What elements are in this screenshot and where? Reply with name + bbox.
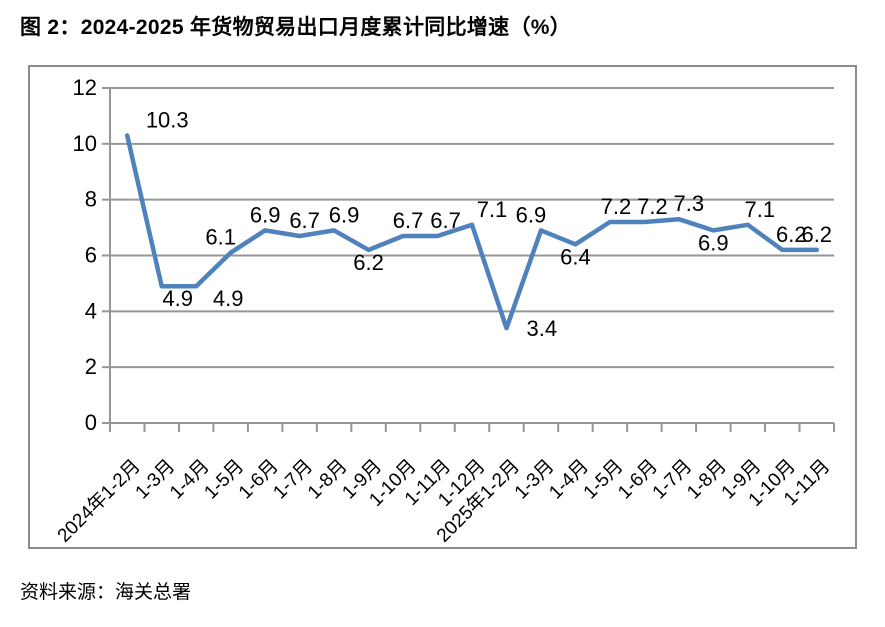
data-point-label: 6.7 [289, 208, 320, 233]
data-point-label: 6.7 [430, 208, 461, 233]
line-chart: 0246810122024年1-2月1-3月1-4月1-5月1-6月1-7月1-… [53, 75, 835, 547]
data-point-label: 4.9 [213, 286, 244, 311]
figure-title: 图 2：2024-2025 年货物贸易出口月度累计同比增速（%） [20, 16, 572, 39]
x-tick-label: 1-6月 [235, 456, 283, 504]
y-tick-label: 6 [85, 243, 97, 268]
data-point-label: 3.4 [526, 316, 557, 341]
x-tick-label: 2024年1-2月 [53, 455, 145, 547]
x-tick-label: 1-5月 [580, 456, 628, 504]
y-tick-label: 2 [85, 354, 97, 379]
data-point-label: 6.7 [393, 208, 424, 233]
data-point-label: 7.1 [745, 197, 776, 222]
chart-frame: 0 2 4 6 8 10 12 2024年1-2月 1-3月 1-4月 1-5月 1-6月 1-7月 1-… [28, 65, 857, 549]
data-point-label: 7.2 [637, 194, 668, 219]
x-tick-label: 1-4月 [166, 456, 214, 504]
x-tick-label: 1-8月 [683, 456, 731, 504]
data-point-label: 6.4 [560, 244, 591, 269]
data-point-label: 6.9 [516, 202, 547, 227]
data-point-label: 7.2 [601, 194, 632, 219]
data-point-label: 6.1 [205, 225, 236, 250]
y-tick-label: 4 [85, 298, 97, 323]
x-tick-label: 1-6月 [614, 456, 662, 504]
data-point-label: 7.1 [477, 197, 508, 222]
x-tick-label: 1-4月 [545, 456, 593, 504]
series-line [124, 133, 820, 331]
source-note: 资料来源：海关总署 [20, 582, 192, 603]
data-point-label: 6.9 [250, 202, 281, 227]
x-tick-label: 1-7月 [649, 456, 697, 504]
x-tick-label: 1-3月 [511, 456, 559, 504]
data-point-label: 7.3 [674, 191, 705, 216]
data-point-label: 6.9 [329, 202, 360, 227]
y-tick-label: 12 [73, 75, 97, 100]
x-tick-label: 1-7月 [269, 456, 317, 504]
data-point-label: 10.3 [146, 107, 189, 132]
data-point-label: 6.2 [353, 250, 384, 275]
y-tick-label: 0 [85, 410, 97, 435]
x-tick-label: 1-8月 [304, 456, 352, 504]
y-tick-label: 8 [85, 187, 97, 212]
data-point-label: 6.9 [698, 230, 729, 255]
data-point-label: 6.2 [801, 222, 832, 247]
data-point-label: 4.9 [162, 286, 193, 311]
x-tick-label: 1-3月 [132, 456, 180, 504]
x-tick-label: 1-5月 [200, 456, 248, 504]
y-tick-label: 10 [73, 131, 97, 156]
data-point-label: 6.2 [776, 222, 807, 247]
